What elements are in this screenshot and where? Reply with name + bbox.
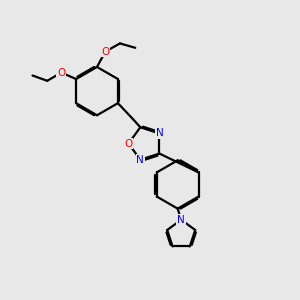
Text: N: N	[136, 155, 144, 165]
Text: O: O	[57, 68, 65, 78]
Text: O: O	[101, 47, 110, 57]
Text: O: O	[124, 139, 133, 148]
Text: N: N	[177, 215, 185, 225]
Text: N: N	[155, 128, 163, 139]
